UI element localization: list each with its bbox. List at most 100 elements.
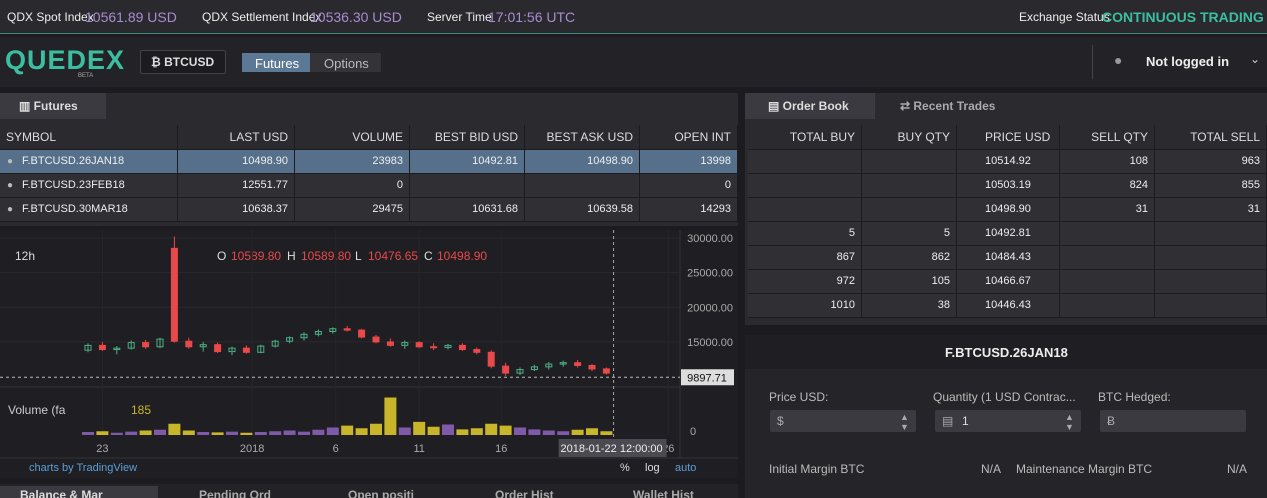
crosshair-label-bg — [558, 439, 667, 457]
footer-link[interactable]: charts by TradingView — [29, 462, 137, 474]
price-tag: 9897.71 — [687, 372, 727, 384]
candle-body — [271, 340, 279, 347]
table-cell — [525, 174, 640, 198]
field-label: BTC Hedged: — [1098, 390, 1171, 404]
info-icon: ● — [7, 204, 14, 215]
x-tick-label: 11 — [413, 443, 424, 455]
table-cell: 1010 — [748, 294, 862, 318]
candle-body — [588, 364, 596, 370]
column-header: LAST USD — [178, 125, 295, 150]
volume-label: Volume (fa — [8, 403, 66, 417]
ohlc-value: 10589.80 — [231, 249, 281, 263]
tab[interactable]: Pending Ord — [199, 488, 271, 498]
volume-bar — [154, 429, 166, 435]
table-cell: 10466.67 — [957, 270, 1060, 294]
volume-bar — [384, 397, 397, 435]
tab[interactable]: Wallet Hist — [633, 488, 694, 498]
volume-bar — [226, 431, 238, 435]
candle-body — [228, 347, 236, 353]
table-cell: 31 — [1155, 198, 1267, 222]
tab[interactable]: ▤ Order Book — [745, 93, 875, 119]
divider — [1092, 45, 1093, 79]
margin-value: N/A — [1227, 462, 1248, 476]
spinner[interactable]: ▲ ▼ — [1065, 412, 1074, 432]
scale-button[interactable]: auto — [675, 462, 696, 474]
value: 10536.30 USD — [310, 9, 402, 25]
candle-body — [386, 341, 394, 346]
column-header: SYMBOL — [0, 125, 178, 150]
table-cell: 824 — [1060, 174, 1155, 198]
tab[interactable]: Futures — [242, 53, 310, 72]
price-input[interactable]: $ ▲ ▼ — [770, 410, 916, 432]
candle-body — [502, 365, 510, 374]
instrument-button[interactable]: ₿ BTCUSD — [140, 50, 226, 74]
quantity-input[interactable]: ▤ 1 ▲ ▼ — [935, 410, 1081, 432]
table-cell: F.BTCUSD.26JAN18 ● — [0, 150, 178, 174]
ohlc-label: L — [355, 249, 362, 263]
table-cell: 29475 — [295, 198, 410, 222]
table-cell: 38 — [862, 294, 957, 318]
hedged-input[interactable]: Ƀ — [1100, 410, 1246, 432]
ohlc-value: 10589.80 — [301, 249, 351, 263]
table-cell: 10503.19 — [957, 174, 1060, 198]
volume-bar — [456, 429, 469, 435]
status-bar: QDX Spot Index 10561.89 USD QDX Settleme… — [0, 0, 1267, 34]
label: Server Time — [427, 10, 492, 24]
info-icon: ● — [7, 156, 14, 167]
candle-body — [458, 344, 466, 351]
volume-bar — [197, 432, 210, 435]
table-cell — [1155, 270, 1267, 294]
table-cell: F.BTCUSD.30MAR18 ● — [0, 198, 178, 222]
user[interactable]: Not logged in — [1146, 54, 1230, 69]
column-header: SELL QTY — [1060, 125, 1155, 150]
interval[interactable]: 12h — [15, 249, 35, 263]
table-cell: 31 — [1060, 198, 1155, 222]
table-cell — [862, 198, 957, 222]
tab[interactable]: Options — [310, 53, 381, 72]
scale-button[interactable]: % — [620, 462, 630, 474]
volume-bar — [571, 429, 584, 435]
volume-bar — [326, 427, 339, 435]
futures-panel: ▥ Futures SYMBOL LAST USD VOLUME BEST BID U… — [0, 93, 738, 226]
tab[interactable]: Balance & Mar — [0, 486, 158, 498]
price-tag-bg — [681, 369, 734, 386]
table-cell: 12551.77 — [178, 174, 295, 198]
status: CONTINUOUS TRADING — [1102, 9, 1264, 25]
scale-button[interactable]: log — [645, 462, 660, 474]
bottom-tabs: Balance & Mar Pending Ord Open positi Or… — [0, 484, 738, 498]
tab[interactable]: Open positi — [348, 488, 414, 498]
crosshair-label: 2018-01-22 12:00:00 — [561, 443, 663, 455]
label: QDX Settlement Index — [202, 10, 322, 24]
volume-bar — [96, 431, 109, 435]
candle-body — [286, 337, 294, 342]
tab[interactable]: Order Hist — [495, 488, 554, 498]
table-cell: F.BTCUSD.23FEB18 ● — [0, 174, 178, 198]
instrument: ₿ BTCUSD — [151, 55, 215, 69]
volume-bar — [125, 431, 138, 435]
spinner[interactable]: ▲ ▼ — [900, 412, 909, 432]
table-cell: 5 — [862, 222, 957, 246]
table-cell — [1060, 222, 1155, 246]
column-header: PRICE USD — [957, 125, 1060, 150]
candle-body — [545, 363, 553, 368]
x-tick-label: 6 — [333, 443, 339, 455]
tab[interactable]: ▥ Futures — [0, 93, 106, 119]
volume-value: 185 — [131, 403, 151, 417]
ohlc-value: 10476.65 — [368, 249, 418, 263]
table-cell: 10638.37 — [178, 198, 295, 222]
chevron[interactable]: ⌄ — [1250, 52, 1261, 66]
candle-body — [444, 344, 452, 348]
form-header: F.BTCUSD.26JAN18 — [745, 335, 1267, 369]
table-cell: 10498.90 — [178, 150, 295, 174]
table-cell: 10484.43 — [957, 246, 1060, 270]
tab[interactable]: ⇄ Recent Trades — [900, 99, 996, 113]
candle-body — [84, 344, 92, 351]
table-cell — [862, 150, 957, 174]
candle-body — [199, 344, 207, 348]
volume-tick-label: 0 — [690, 426, 696, 438]
table-cell: 10446.43 — [957, 294, 1060, 318]
table-cell: 10498.90 — [957, 198, 1060, 222]
user-icon: ● — [1114, 52, 1123, 68]
candle-body — [473, 349, 481, 353]
candle-body — [602, 368, 610, 374]
